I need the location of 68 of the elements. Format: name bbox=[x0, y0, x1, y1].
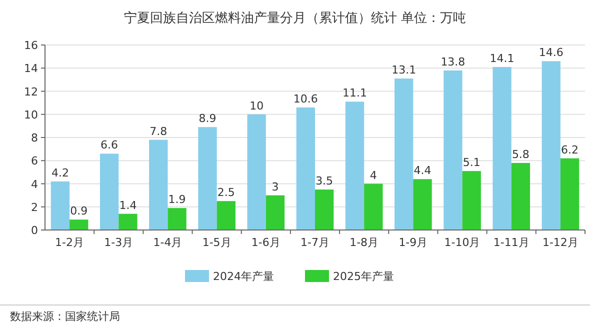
x-tick-label: 1-8月 bbox=[350, 236, 379, 249]
bar bbox=[50, 181, 70, 230]
bar bbox=[345, 102, 364, 230]
data-label: 1.9 bbox=[168, 193, 186, 206]
data-label: 14.1 bbox=[490, 52, 514, 65]
bar bbox=[542, 61, 560, 230]
data-label: 8.9 bbox=[198, 112, 216, 126]
y-tick-label: 6 bbox=[31, 154, 38, 168]
data-label: 3 bbox=[272, 180, 279, 194]
bar bbox=[511, 162, 530, 230]
data-label: 5.8 bbox=[512, 148, 530, 161]
bar bbox=[266, 195, 285, 230]
legend-label: 2025年产量 bbox=[333, 270, 394, 283]
data-label: 6.2 bbox=[561, 143, 579, 156]
bar bbox=[70, 220, 88, 230]
bar bbox=[247, 114, 266, 230]
data-label: 6.6 bbox=[100, 138, 118, 152]
bar bbox=[492, 66, 512, 230]
data-label: 5.1 bbox=[462, 156, 480, 170]
y-tick-label: 12 bbox=[24, 85, 38, 98]
bar bbox=[560, 158, 580, 230]
data-label: 11.1 bbox=[342, 86, 368, 100]
data-label: 3.5 bbox=[316, 174, 334, 188]
bar bbox=[149, 140, 168, 230]
data-label: 7.8 bbox=[150, 124, 168, 138]
bar bbox=[364, 184, 383, 230]
x-tick-label: 1-10月 bbox=[444, 236, 480, 249]
x-tick-label: 1-11月 bbox=[493, 236, 530, 249]
data-label: 1.4 bbox=[119, 198, 137, 212]
data-label: 13.8 bbox=[440, 55, 466, 68]
x-tick-label: 1-12月 bbox=[542, 236, 578, 249]
bar bbox=[462, 171, 481, 230]
y-tick-label: 2 bbox=[31, 200, 38, 214]
y-tick-label: 10 bbox=[24, 108, 38, 122]
data-label: 14.6 bbox=[538, 46, 564, 60]
data-label: 10.6 bbox=[293, 92, 318, 106]
y-tick-label: 14 bbox=[24, 62, 38, 76]
bar bbox=[394, 78, 414, 230]
x-tick-label: 1-6月 bbox=[251, 236, 280, 249]
y-tick-label: 0 bbox=[31, 224, 38, 237]
bar bbox=[118, 214, 138, 230]
x-tick-label: 1-9月 bbox=[398, 236, 428, 249]
data-label: 2.5 bbox=[217, 186, 235, 200]
y-tick-label: 8 bbox=[31, 132, 38, 144]
data-label: 10 bbox=[250, 99, 264, 112]
bar bbox=[444, 70, 462, 230]
source-note: 数据来源：国家统计局 bbox=[10, 310, 120, 323]
bar bbox=[168, 208, 186, 230]
data-label: 13.1 bbox=[392, 64, 416, 77]
bar bbox=[216, 201, 236, 230]
chart-title: 宁夏回族自治区燃料油产量分月（累计值）统计 单位：万吨 bbox=[124, 10, 466, 26]
bar bbox=[100, 154, 119, 230]
legend-label: 2024年产量 bbox=[213, 270, 274, 283]
data-label: 0.9 bbox=[70, 204, 88, 218]
bar bbox=[413, 179, 432, 230]
x-tick-label: 1-5月 bbox=[202, 236, 232, 249]
y-tick-label: 16 bbox=[24, 39, 38, 52]
x-tick-label: 1-3月 bbox=[104, 236, 134, 249]
bar bbox=[198, 127, 217, 230]
x-tick-label: 1-2月 bbox=[55, 236, 84, 249]
y-tick-label: 4 bbox=[31, 178, 38, 191]
x-tick-label: 1-7月 bbox=[300, 236, 330, 249]
x-tick-label: 1-4月 bbox=[153, 236, 182, 249]
bar bbox=[315, 190, 334, 230]
data-label: 4.2 bbox=[51, 166, 69, 180]
data-label: 4 bbox=[370, 168, 377, 182]
data-label: 4.4 bbox=[414, 164, 432, 178]
bar bbox=[296, 107, 315, 230]
